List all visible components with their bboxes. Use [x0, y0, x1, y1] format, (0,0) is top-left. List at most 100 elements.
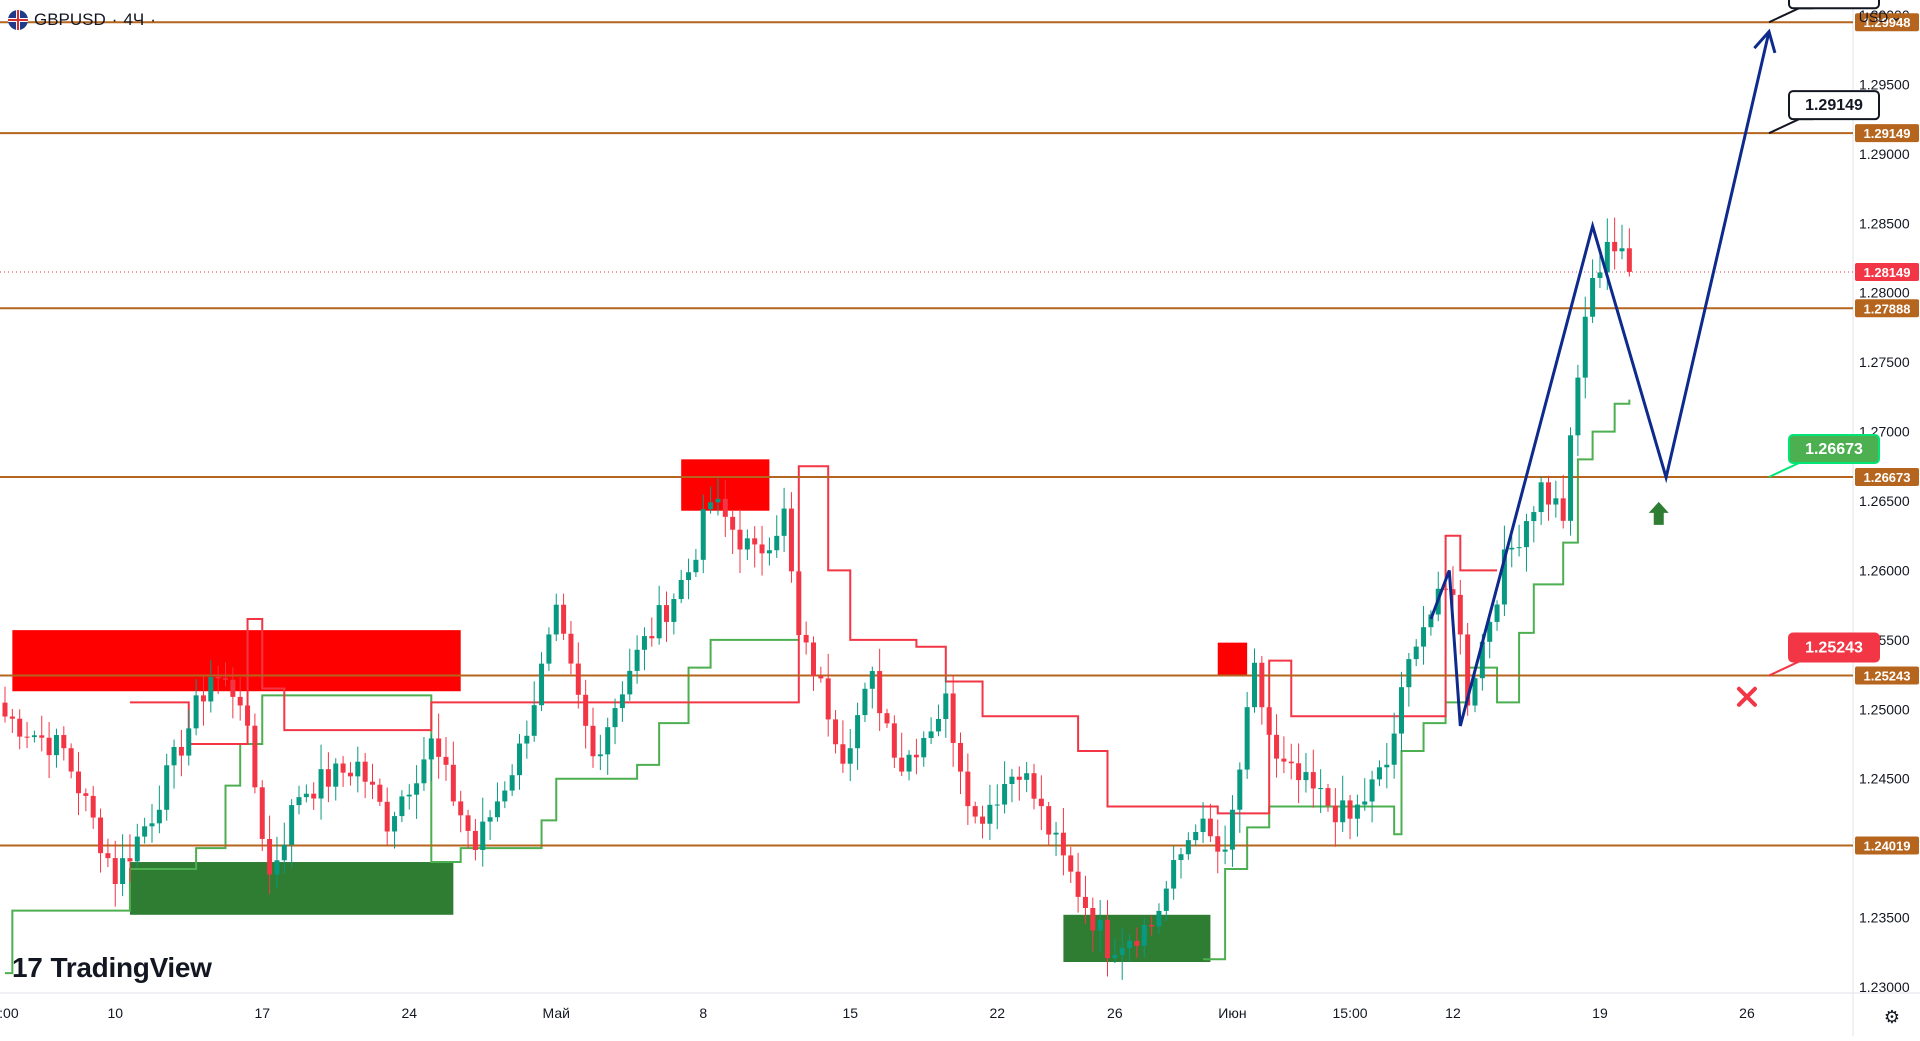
- bullish-candle: [921, 737, 927, 758]
- header-separator: ·: [111, 10, 118, 29]
- price-callout: [1788, 90, 1880, 121]
- bullish-candle: [303, 793, 309, 798]
- bullish-candle: [1582, 316, 1588, 378]
- bearish-candle: [46, 737, 52, 756]
- bearish-candle: [759, 544, 765, 554]
- bullish-candle: [149, 823, 155, 827]
- level-price-tag: [1855, 124, 1919, 143]
- price-callout: [1788, 0, 1880, 10]
- price-tick-label: 1.23500: [1859, 910, 1910, 926]
- bearish-candle: [259, 787, 265, 839]
- bearish-candle: [825, 678, 831, 720]
- bearish-candle: [98, 817, 104, 854]
- bullish-candle: [1244, 707, 1250, 770]
- bullish-candle: [480, 821, 486, 851]
- bullish-candle: [766, 550, 772, 554]
- bearish-candle: [1450, 589, 1456, 595]
- bearish-candle: [325, 769, 331, 787]
- bearish-candle: [1546, 482, 1551, 505]
- time-tick-label: 5:00: [0, 1005, 19, 1021]
- bullish-candle: [869, 671, 875, 689]
- price-callout-label: 1.26673: [1805, 441, 1863, 458]
- bullish-candle: [1376, 767, 1382, 780]
- price-tick-label: 1.28500: [1859, 215, 1910, 231]
- bearish-candle: [458, 801, 464, 816]
- callout-pointer: [1768, 118, 1813, 135]
- price-callout: [1788, 433, 1880, 464]
- level-price-label: 1.29149: [1864, 126, 1911, 141]
- bullish-candle: [1494, 604, 1500, 622]
- bullish-candle: [355, 761, 361, 777]
- bullish-candle: [855, 715, 861, 749]
- time-tick-label: 10: [107, 1005, 123, 1021]
- callout-pointer: [1768, 660, 1813, 677]
- bearish-candle: [840, 744, 846, 764]
- bearish-candle: [1031, 773, 1037, 799]
- resistance-trailing-line: [129, 465, 1498, 815]
- supply-zone: [12, 630, 461, 692]
- bearish-candle: [958, 742, 963, 772]
- bullish-candle: [171, 747, 177, 766]
- bearish-candle: [9, 716, 15, 719]
- bullish-candle: [686, 572, 692, 580]
- bullish-candle: [1604, 241, 1610, 273]
- bullish-candle: [392, 816, 398, 832]
- symbol-header[interactable]: GBPUSD · 4Ч ·: [8, 8, 156, 32]
- level-price-label: 1.25243: [1864, 669, 1911, 684]
- bullish-candle: [1141, 924, 1147, 946]
- bearish-candle: [965, 771, 971, 807]
- gear-icon[interactable]: ⚙: [1883, 1007, 1900, 1027]
- bullish-candle: [671, 599, 677, 622]
- price-tick-label: 1.25000: [1859, 701, 1910, 717]
- time-tick-label: 8: [699, 1005, 707, 1021]
- bearish-candle: [267, 838, 273, 875]
- bullish-candle: [134, 836, 140, 862]
- bullish-candle: [399, 796, 405, 817]
- bullish-candle: [1501, 549, 1507, 605]
- bullish-candle: [1597, 272, 1603, 278]
- bullish-candle: [634, 649, 640, 671]
- bearish-candle: [1016, 776, 1022, 780]
- bullish-candle: [943, 693, 949, 719]
- forecast-arrowhead: [1753, 28, 1777, 54]
- time-tick-label: 22: [989, 1005, 1005, 1021]
- bullish-candle: [524, 735, 530, 744]
- bearish-candle: [730, 516, 736, 530]
- bearish-candle: [1207, 818, 1213, 837]
- bullish-candle: [281, 844, 287, 861]
- bullish-candle: [1487, 621, 1493, 642]
- bullish-candle: [1575, 377, 1581, 436]
- bullish-candle: [289, 805, 295, 845]
- bullish-candle: [414, 783, 420, 795]
- bullish-candle: [53, 735, 59, 756]
- bullish-candle: [156, 809, 162, 824]
- bullish-candle: [597, 754, 603, 757]
- bearish-candle: [1149, 924, 1155, 927]
- bullish-candle: [487, 817, 493, 822]
- level-price-label: 1.26673: [1864, 470, 1911, 485]
- bearish-candle: [575, 663, 581, 695]
- level-price-tag: [1855, 467, 1919, 486]
- bullish-candle: [1406, 659, 1412, 688]
- bearish-candle: [1060, 832, 1066, 856]
- bullish-candle: [421, 759, 427, 784]
- timeframe-label[interactable]: 4Ч: [123, 10, 145, 29]
- bullish-candle: [1509, 547, 1515, 550]
- bullish-candle: [1391, 733, 1397, 765]
- bearish-candle: [39, 735, 45, 738]
- bearish-candle: [1347, 800, 1353, 819]
- bearish-candle: [2, 702, 8, 717]
- bearish-candle: [200, 695, 206, 702]
- level-price-label: 1.27888: [1864, 301, 1911, 316]
- chevron-down-icon: ⌄: [1890, 8, 1902, 24]
- bullish-candle: [1538, 482, 1544, 513]
- bearish-candle: [347, 772, 353, 777]
- currency-selector[interactable]: USD ⌄: [1859, 8, 1902, 25]
- bearish-candle: [1281, 758, 1287, 762]
- bearish-candle: [83, 793, 89, 796]
- bearish-candle: [17, 718, 23, 737]
- bearish-candle: [1090, 907, 1096, 931]
- bearish-candle: [583, 694, 589, 726]
